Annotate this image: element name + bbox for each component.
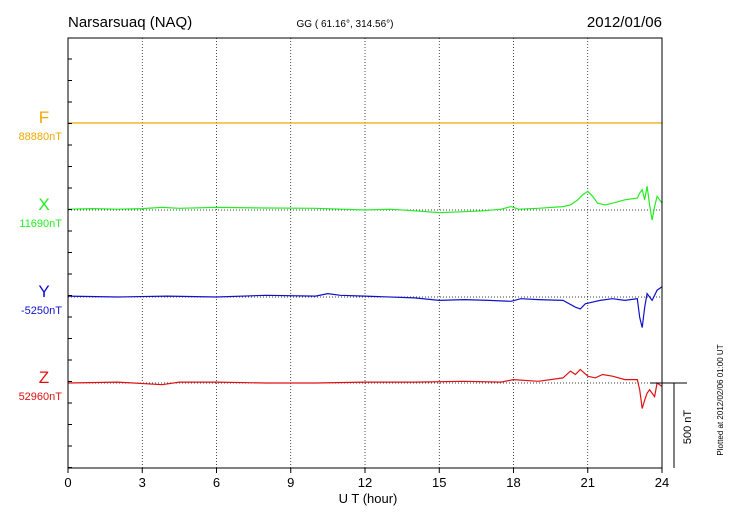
series-X-baseline: 11690nT bbox=[19, 218, 62, 230]
x-tick-label-18: 18 bbox=[506, 475, 520, 490]
series-Z-baseline: 52960nT bbox=[19, 391, 63, 403]
series-Z-name: Z bbox=[39, 368, 49, 387]
x-tick-label-6: 6 bbox=[213, 475, 220, 490]
series-Y-line bbox=[67, 286, 663, 328]
component-labels: F 88880nT X 11690nT Y -5250nT Z 52960nT bbox=[19, 108, 63, 403]
x-tick-label-24: 24 bbox=[655, 475, 669, 490]
series-F-baseline: 88880nT bbox=[19, 131, 63, 143]
x-tick-label-12: 12 bbox=[358, 475, 372, 490]
series-F-name: F bbox=[39, 108, 49, 127]
x-tick-label-3: 3 bbox=[139, 475, 146, 490]
scale-bar: 500 nT bbox=[650, 382, 694, 468]
chart-title: Narsarsuaq (NAQ) bbox=[68, 14, 192, 31]
series-Y-baseline: -5250nT bbox=[21, 305, 62, 317]
x-ticks: 0 3 6 9 12 15 18 21 24 bbox=[64, 58, 669, 490]
chart-subtitle: GG ( 61.16°, 314.56°) bbox=[297, 19, 394, 30]
grid-lines bbox=[141, 38, 589, 468]
x-tick-label-0: 0 bbox=[64, 475, 71, 490]
plot-frame bbox=[67, 37, 663, 469]
chart-date: 2012/01/06 bbox=[587, 14, 662, 31]
scale-bar-label: 500 nT bbox=[682, 410, 694, 445]
x-tick-label-9: 9 bbox=[287, 475, 294, 490]
x-axis-label: U T (hour) bbox=[339, 491, 398, 506]
data-traces bbox=[67, 122, 663, 409]
plotted-note: Plotted at 2012/02/06 01:00 UT bbox=[716, 344, 725, 455]
series-Y-name: Y bbox=[38, 282, 49, 301]
series-X-line bbox=[67, 186, 663, 221]
series-X-name: X bbox=[38, 195, 49, 214]
x-tick-label-15: 15 bbox=[432, 475, 446, 490]
series-Z-line bbox=[67, 368, 663, 409]
x-tick-label-21: 21 bbox=[581, 475, 595, 490]
